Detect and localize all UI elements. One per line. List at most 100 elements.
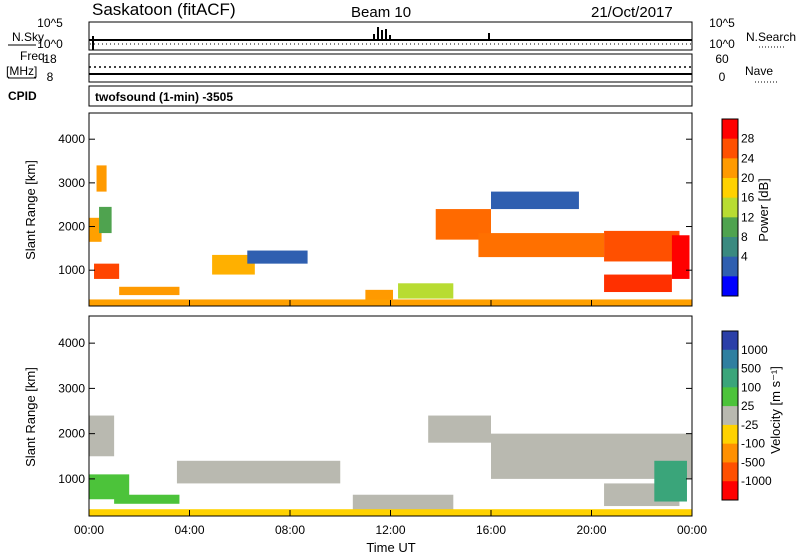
cpid-value: twofsound (1-min) -3505 <box>95 90 233 104</box>
velocity-colorbar-swatch-5 <box>722 424 738 445</box>
velocity-colorbar-swatch-2 <box>722 368 738 388</box>
date-title: 21/Oct/2017 <box>591 4 673 21</box>
nave-tick-top: 60 <box>715 52 729 66</box>
velocity-panel-frame <box>88 315 693 517</box>
velocity-xtick-label-4: 16:00 <box>476 523 506 537</box>
freq-tick-bottom: 8 <box>47 70 54 84</box>
velocity-xtick-label-2: 08:00 <box>275 523 305 537</box>
power-colorbar-swatch-4 <box>722 197 738 218</box>
power-echo-region-12 <box>491 191 579 210</box>
velocity-xtick-label-0: 00:00 <box>74 523 104 537</box>
power-colorbar-tick-4: 12 <box>741 210 755 224</box>
freq-tick-top: 18 <box>43 52 57 66</box>
velocity-echo-region-8 <box>654 460 687 502</box>
power-echo-region-10 <box>478 233 605 258</box>
freq-unit-label: [MHz] <box>6 64 37 78</box>
power-colorbar-swatch-1 <box>722 138 738 159</box>
power-colorbar-tick-5: 8 <box>741 230 748 244</box>
power-echo-region-2 <box>94 263 120 279</box>
velocity-colorbar-swatch-6 <box>722 443 738 463</box>
power-echo-region-13 <box>604 274 672 293</box>
time-axis-label: Time UT <box>366 540 415 554</box>
station-title: Saskatoon (fitACF) <box>92 0 236 19</box>
noise-tick-top-left: 10^5 <box>37 16 63 30</box>
velocity-ytick-label-3: 4000 <box>58 336 85 350</box>
velocity-colorbar-tick-7: -1000 <box>741 474 772 488</box>
velocity-heatmap-panel: 1000 2000 3000 4000 00:00 04:00 08:00 12:00 16:0… <box>58 315 772 537</box>
power-ytick-label-2: 3000 <box>58 176 85 190</box>
power-ytick-label-0: 1000 <box>58 263 85 277</box>
velocity-xtick-label-6: 00:00 <box>677 523 707 537</box>
power-colorbar-swatch-3 <box>722 178 738 199</box>
velocity-colorbar-tick-0: 1000 <box>741 343 768 357</box>
velocity-colorbar-swatch-1 <box>722 349 738 370</box>
velocity-echo-region-2 <box>114 494 180 504</box>
power-colorbar-swatch-6 <box>722 237 738 258</box>
nsearch-label: N.Search <box>746 30 796 44</box>
velocity-echo-region-4 <box>352 494 454 511</box>
power-echo-region-0 <box>89 217 102 242</box>
power-colorbar-tick-6: 4 <box>741 250 748 264</box>
power-echo-region-6 <box>247 250 308 264</box>
velocity-xtick-label-1: 04:00 <box>174 523 204 537</box>
velocity-colorbar-label: Velocity [m s⁻¹] <box>768 366 783 454</box>
power-ylabel: Slant Range [km] <box>23 160 38 260</box>
beam-title: Beam 10 <box>351 4 411 21</box>
power-ytick-label-3: 4000 <box>58 132 85 146</box>
velocity-echo-region-3 <box>176 460 341 484</box>
noise-panel-frame <box>88 21 693 51</box>
noise-tick-bottom-left: 10^0 <box>37 37 63 51</box>
velocity-ytick-label-0: 1000 <box>58 472 85 486</box>
cpid-panel-frame <box>88 85 693 107</box>
noise-tick-bottom-right: 10^0 <box>709 37 735 51</box>
power-colorbar-swatch-0 <box>722 119 738 140</box>
power-echo-region-3 <box>96 165 107 192</box>
freq-label: Freq. <box>20 49 48 63</box>
velocity-xtick-label-5: 20:00 <box>576 523 606 537</box>
velocity-colorbar-swatch-7 <box>722 462 738 482</box>
velocity-colorbar-tick-5: -100 <box>741 437 765 451</box>
nsky-label: N.Sky <box>12 30 44 44</box>
velocity-colorbar-tick-3: 25 <box>741 399 755 413</box>
velocity-colorbar-swatch-0 <box>722 331 738 351</box>
power-colorbar-swatch-7 <box>722 256 738 277</box>
power-colorbar-swatch-8 <box>722 276 738 297</box>
power-echo-region-4 <box>119 286 180 296</box>
power-colorbar-swatch-5 <box>722 217 738 238</box>
nave-tick-bottom: 0 <box>719 70 726 84</box>
velocity-colorbar-swatch-3 <box>722 387 738 407</box>
power-echo-region-1 <box>99 206 112 234</box>
noise-spikes <box>92 27 490 50</box>
velocity-colorbar-swatch-8 <box>722 481 738 501</box>
power-colorbar-tick-3: 16 <box>741 191 755 205</box>
power-colorbar-tick-1: 24 <box>741 151 755 165</box>
power-echo-region-8 <box>398 283 454 299</box>
velocity-ylabel: Slant Range [km] <box>23 367 38 467</box>
velocity-echo-region-0 <box>89 415 115 457</box>
power-colorbar-tick-0: 28 <box>741 132 755 146</box>
power-echo-region-11 <box>604 230 680 262</box>
nave-label: Nave <box>745 64 773 78</box>
velocity-ytick-label-1: 2000 <box>58 427 85 441</box>
power-panel-frame <box>88 112 693 307</box>
power-ytick-label-1: 2000 <box>58 220 85 234</box>
power-echo-region-14 <box>671 235 690 279</box>
velocity-colorbar-tick-4: -25 <box>741 418 759 432</box>
velocity-echo-region-5 <box>428 415 491 443</box>
freq-panel-frame <box>88 53 693 83</box>
power-heatmap-panel: 1000 2000 3000 4000 28 24 20 16 12 8 4 <box>58 112 755 307</box>
power-colorbar-tick-2: 20 <box>741 171 755 185</box>
velocity-colorbar-tick-2: 100 <box>741 380 761 394</box>
power-echo-region-5 <box>212 254 255 275</box>
noise-tick-top-right: 10^5 <box>709 16 735 30</box>
velocity-colorbar-tick-6: -500 <box>741 455 765 469</box>
power-colorbar-frame <box>721 118 739 297</box>
velocity-xtick-label-3: 12:00 <box>375 523 405 537</box>
cpid-label: CPID <box>8 89 37 103</box>
velocity-colorbar-swatch-4 <box>722 406 738 426</box>
power-colorbar-label: Power [dB] <box>756 178 771 242</box>
power-colorbar-swatch-2 <box>722 158 738 179</box>
velocity-colorbar-frame <box>721 330 739 501</box>
velocity-colorbar-tick-1: 500 <box>741 362 761 376</box>
